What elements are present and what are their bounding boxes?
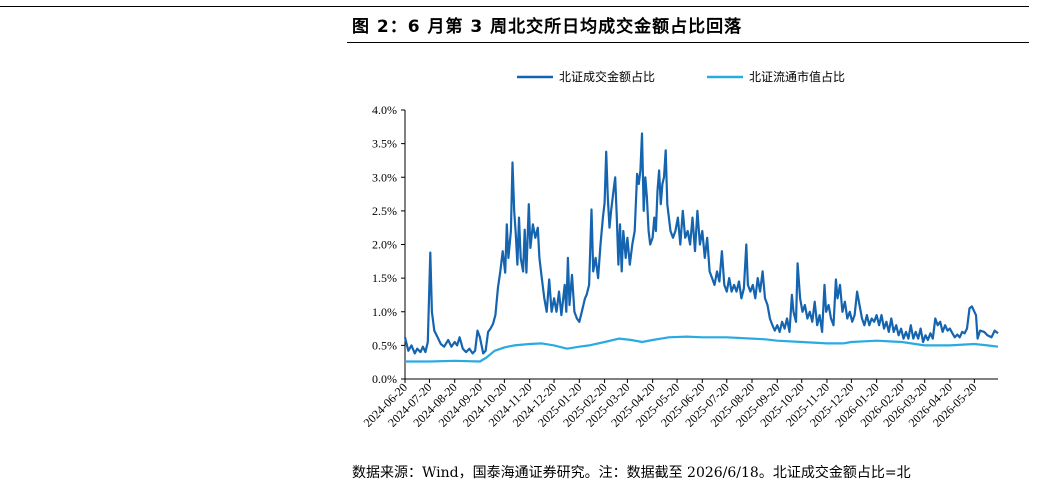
source-note: 数据来源：Wind，国泰海通证券研究。注：数据截至 2026/6/18。北证成交…	[352, 465, 911, 481]
y-tick-label: 1.0%	[372, 305, 397, 319]
legend-label-1: 北证成交金额占比	[559, 69, 655, 84]
series-line-2	[405, 335, 999, 363]
y-tick-label: 4.0%	[372, 103, 397, 117]
figure-title: 图 2：6 月第 3 周北交所日均成交金额占比回落	[352, 17, 743, 37]
y-tick-label: 3.0%	[372, 170, 397, 184]
y-tick-label: 3.5%	[372, 137, 397, 151]
y-tick-label: 1.5%	[372, 271, 397, 285]
y-tick-label: 2.0%	[372, 238, 397, 252]
title-rule	[347, 42, 1029, 43]
series-lines	[403, 132, 999, 363]
y-tick-label: 0.0%	[372, 372, 397, 386]
series-line-1	[403, 132, 999, 355]
y-axis: 0.0% 0.5% 1.0% 1.5% 2.0% 2.5% 3.0% 3.5% 4.0%	[372, 103, 406, 386]
legend: 北证成交金额占比 北证流通市值占比	[517, 69, 845, 84]
x-axis: 2024-06-202024-07-202024-08-202024-09-20…	[361, 378, 998, 430]
y-tick-label: 2.5%	[372, 204, 397, 218]
legend-label-2: 北证流通市值占比	[749, 69, 845, 84]
y-tick-label: 0.5%	[372, 338, 397, 352]
top-rule	[0, 6, 1029, 7]
